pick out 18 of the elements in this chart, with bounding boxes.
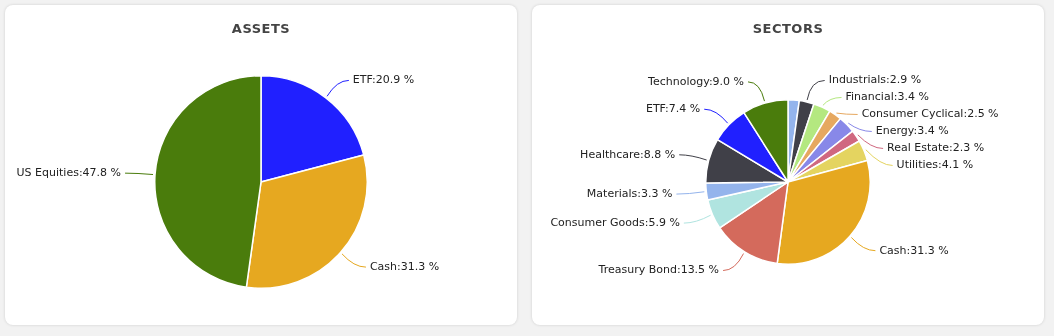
slice-label: Treasury Bond:13.5 % [597, 263, 720, 277]
slice-label: ETF:20.9 % [352, 73, 415, 87]
slice-label: Cash:31.3 % [369, 259, 440, 273]
slice-label: ETF:7.4 % [645, 102, 701, 116]
slice-label: Industrials:2.9 % [828, 73, 922, 87]
slice-label: Consumer Cyclical:2.5 % [861, 107, 999, 121]
slice-label: Financial:3.4 % [845, 90, 929, 104]
slice-label: Energy:3.4 % [875, 124, 949, 138]
slice-label: Consumer Goods:5.9 % [550, 215, 680, 229]
slice-label: US Equities:47.8 % [16, 166, 122, 179]
slice-label: Healthcare:8.8 % [580, 147, 676, 161]
chart-title: SECTORS [751, 21, 825, 36]
slice-label: Technology:9.0 % [647, 74, 745, 88]
slice-label: Cash:31.3 % [879, 243, 949, 257]
chart-title: ASSETS [230, 21, 292, 36]
slice-label: Real Estate:2.3 % [887, 141, 985, 155]
slice-label: Materials:3.3 % [586, 186, 673, 200]
slice-label: Utilities:4.1 % [896, 158, 974, 172]
